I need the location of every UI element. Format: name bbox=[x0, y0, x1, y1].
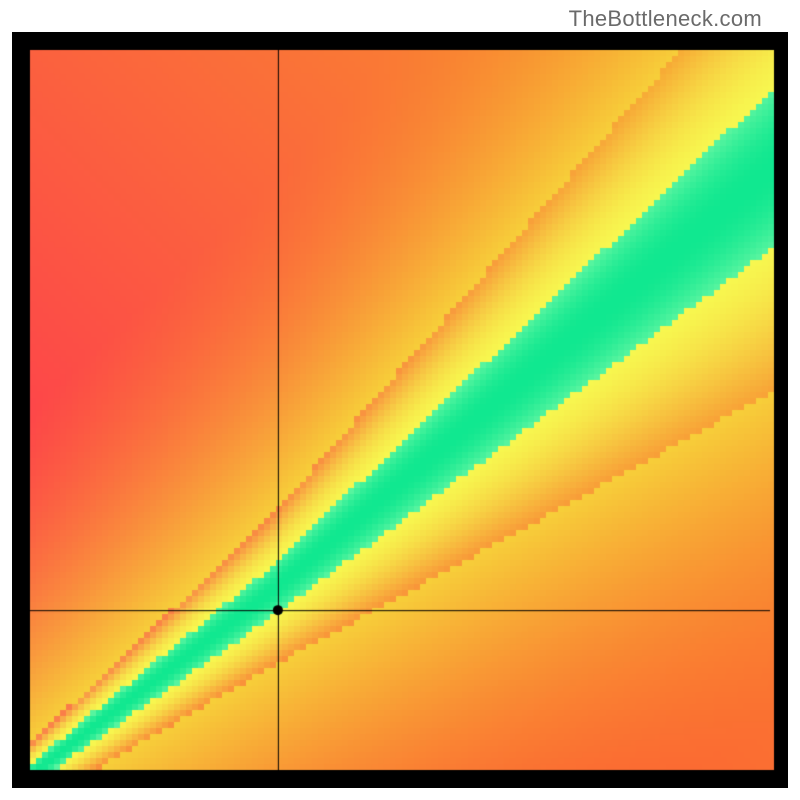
watermark-text: TheBottleneck.com bbox=[569, 6, 762, 32]
chart-container: TheBottleneck.com bbox=[0, 0, 800, 800]
heatmap-canvas bbox=[12, 32, 788, 788]
bottleneck-heatmap bbox=[12, 32, 788, 788]
